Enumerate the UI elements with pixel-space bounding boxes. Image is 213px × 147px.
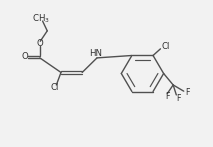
Text: F: F [177,93,181,103]
Text: CH$_3$: CH$_3$ [32,12,50,25]
Text: F: F [185,88,190,97]
Text: O: O [36,39,43,48]
Text: Cl: Cl [161,42,170,51]
Text: F: F [165,92,170,101]
Text: Cl: Cl [50,82,59,92]
Text: O: O [21,52,28,61]
Text: HN: HN [89,49,102,58]
